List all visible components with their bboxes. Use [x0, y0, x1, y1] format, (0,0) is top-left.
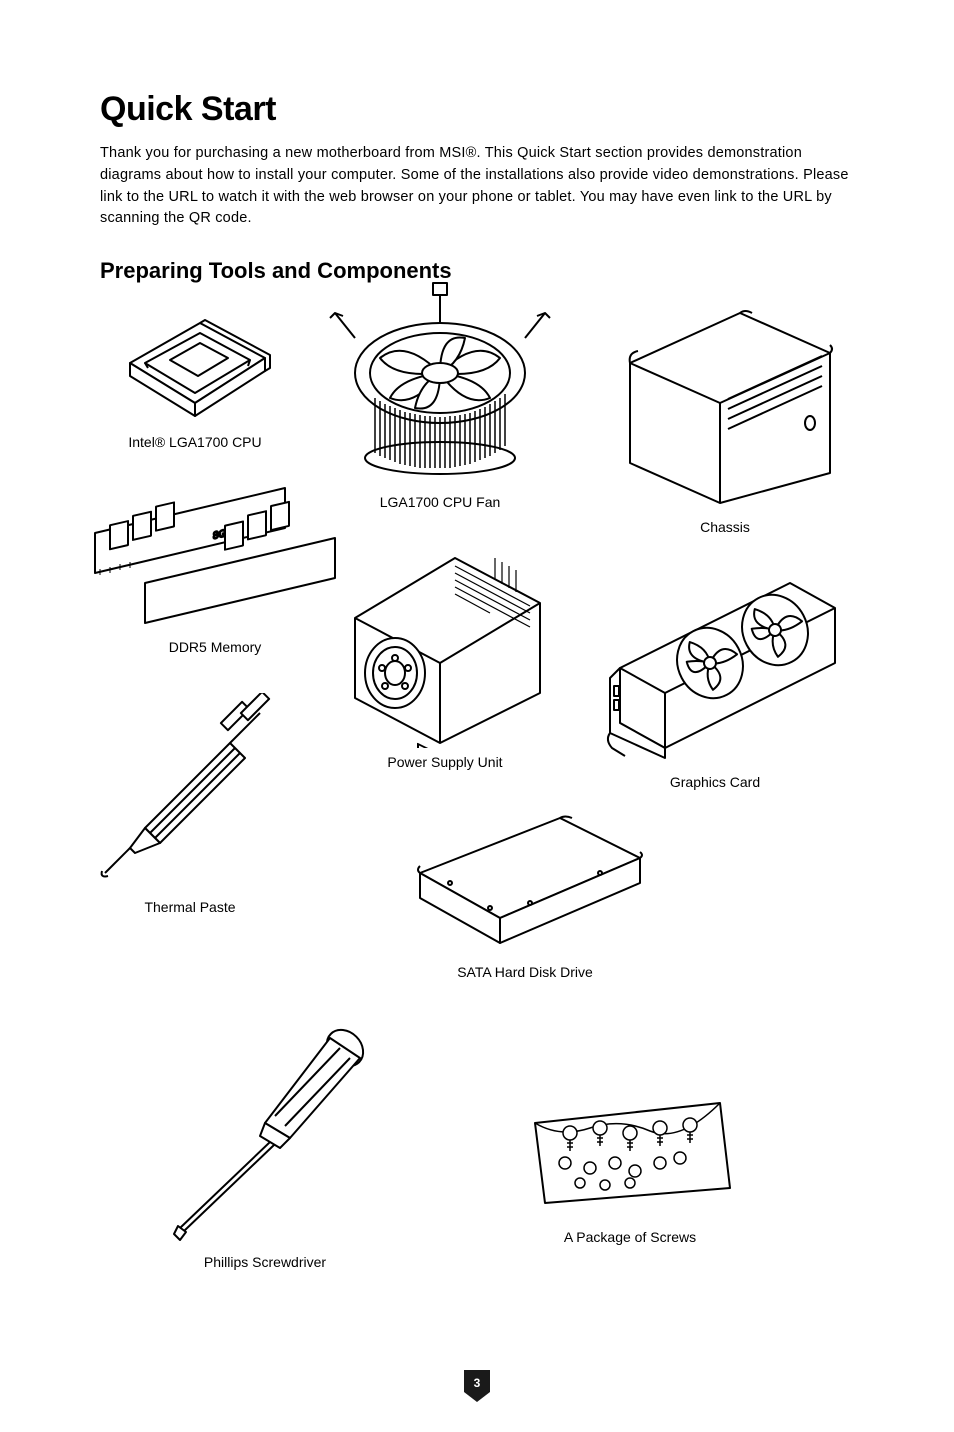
cpu-icon	[100, 308, 290, 428]
fan-icon	[325, 278, 555, 488]
cpu-label: Intel® LGA1700 CPU	[100, 434, 290, 450]
psu-label: Power Supply Unit	[340, 754, 550, 770]
component-fan: LGA1700 CPU Fan	[325, 278, 555, 510]
gpu-icon	[590, 568, 840, 768]
hdd-icon	[400, 808, 650, 958]
fan-label: LGA1700 CPU Fan	[325, 494, 555, 510]
memory-icon: 8GB	[85, 483, 345, 633]
component-psu: Power Supply Unit	[340, 548, 550, 770]
memory-label: DDR5 Memory	[85, 639, 345, 655]
chassis-label: Chassis	[610, 519, 840, 535]
component-gpu: Graphics Card	[590, 568, 840, 790]
component-paste: Thermal Paste	[90, 693, 290, 915]
screws-label: A Package of Screws	[520, 1229, 740, 1245]
page-number: 3	[462, 1376, 492, 1390]
gpu-label: Graphics Card	[590, 774, 840, 790]
component-screws: A Package of Screws	[520, 1083, 740, 1245]
component-screwdriver: Phillips Screwdriver	[150, 1018, 380, 1270]
components-diagram: Intel® LGA1700 CPU	[100, 298, 854, 1318]
screwdriver-label: Phillips Screwdriver	[150, 1254, 380, 1270]
screws-icon	[520, 1083, 740, 1223]
hdd-label: SATA Hard Disk Drive	[400, 964, 650, 980]
chassis-icon	[610, 303, 840, 513]
component-memory: 8GB DDR5 Memory	[85, 483, 345, 655]
screwdriver-icon	[150, 1018, 380, 1248]
page-title: Quick Start	[100, 90, 854, 129]
component-cpu: Intel® LGA1700 CPU	[100, 308, 290, 450]
component-hdd: SATA Hard Disk Drive	[400, 808, 650, 980]
intro-paragraph: Thank you for purchasing a new motherboa…	[100, 143, 854, 230]
page-number-badge: 3	[462, 1368, 492, 1404]
component-chassis: Chassis	[610, 303, 840, 535]
paste-label: Thermal Paste	[90, 899, 290, 915]
paste-icon	[90, 693, 290, 893]
psu-icon	[340, 548, 550, 748]
